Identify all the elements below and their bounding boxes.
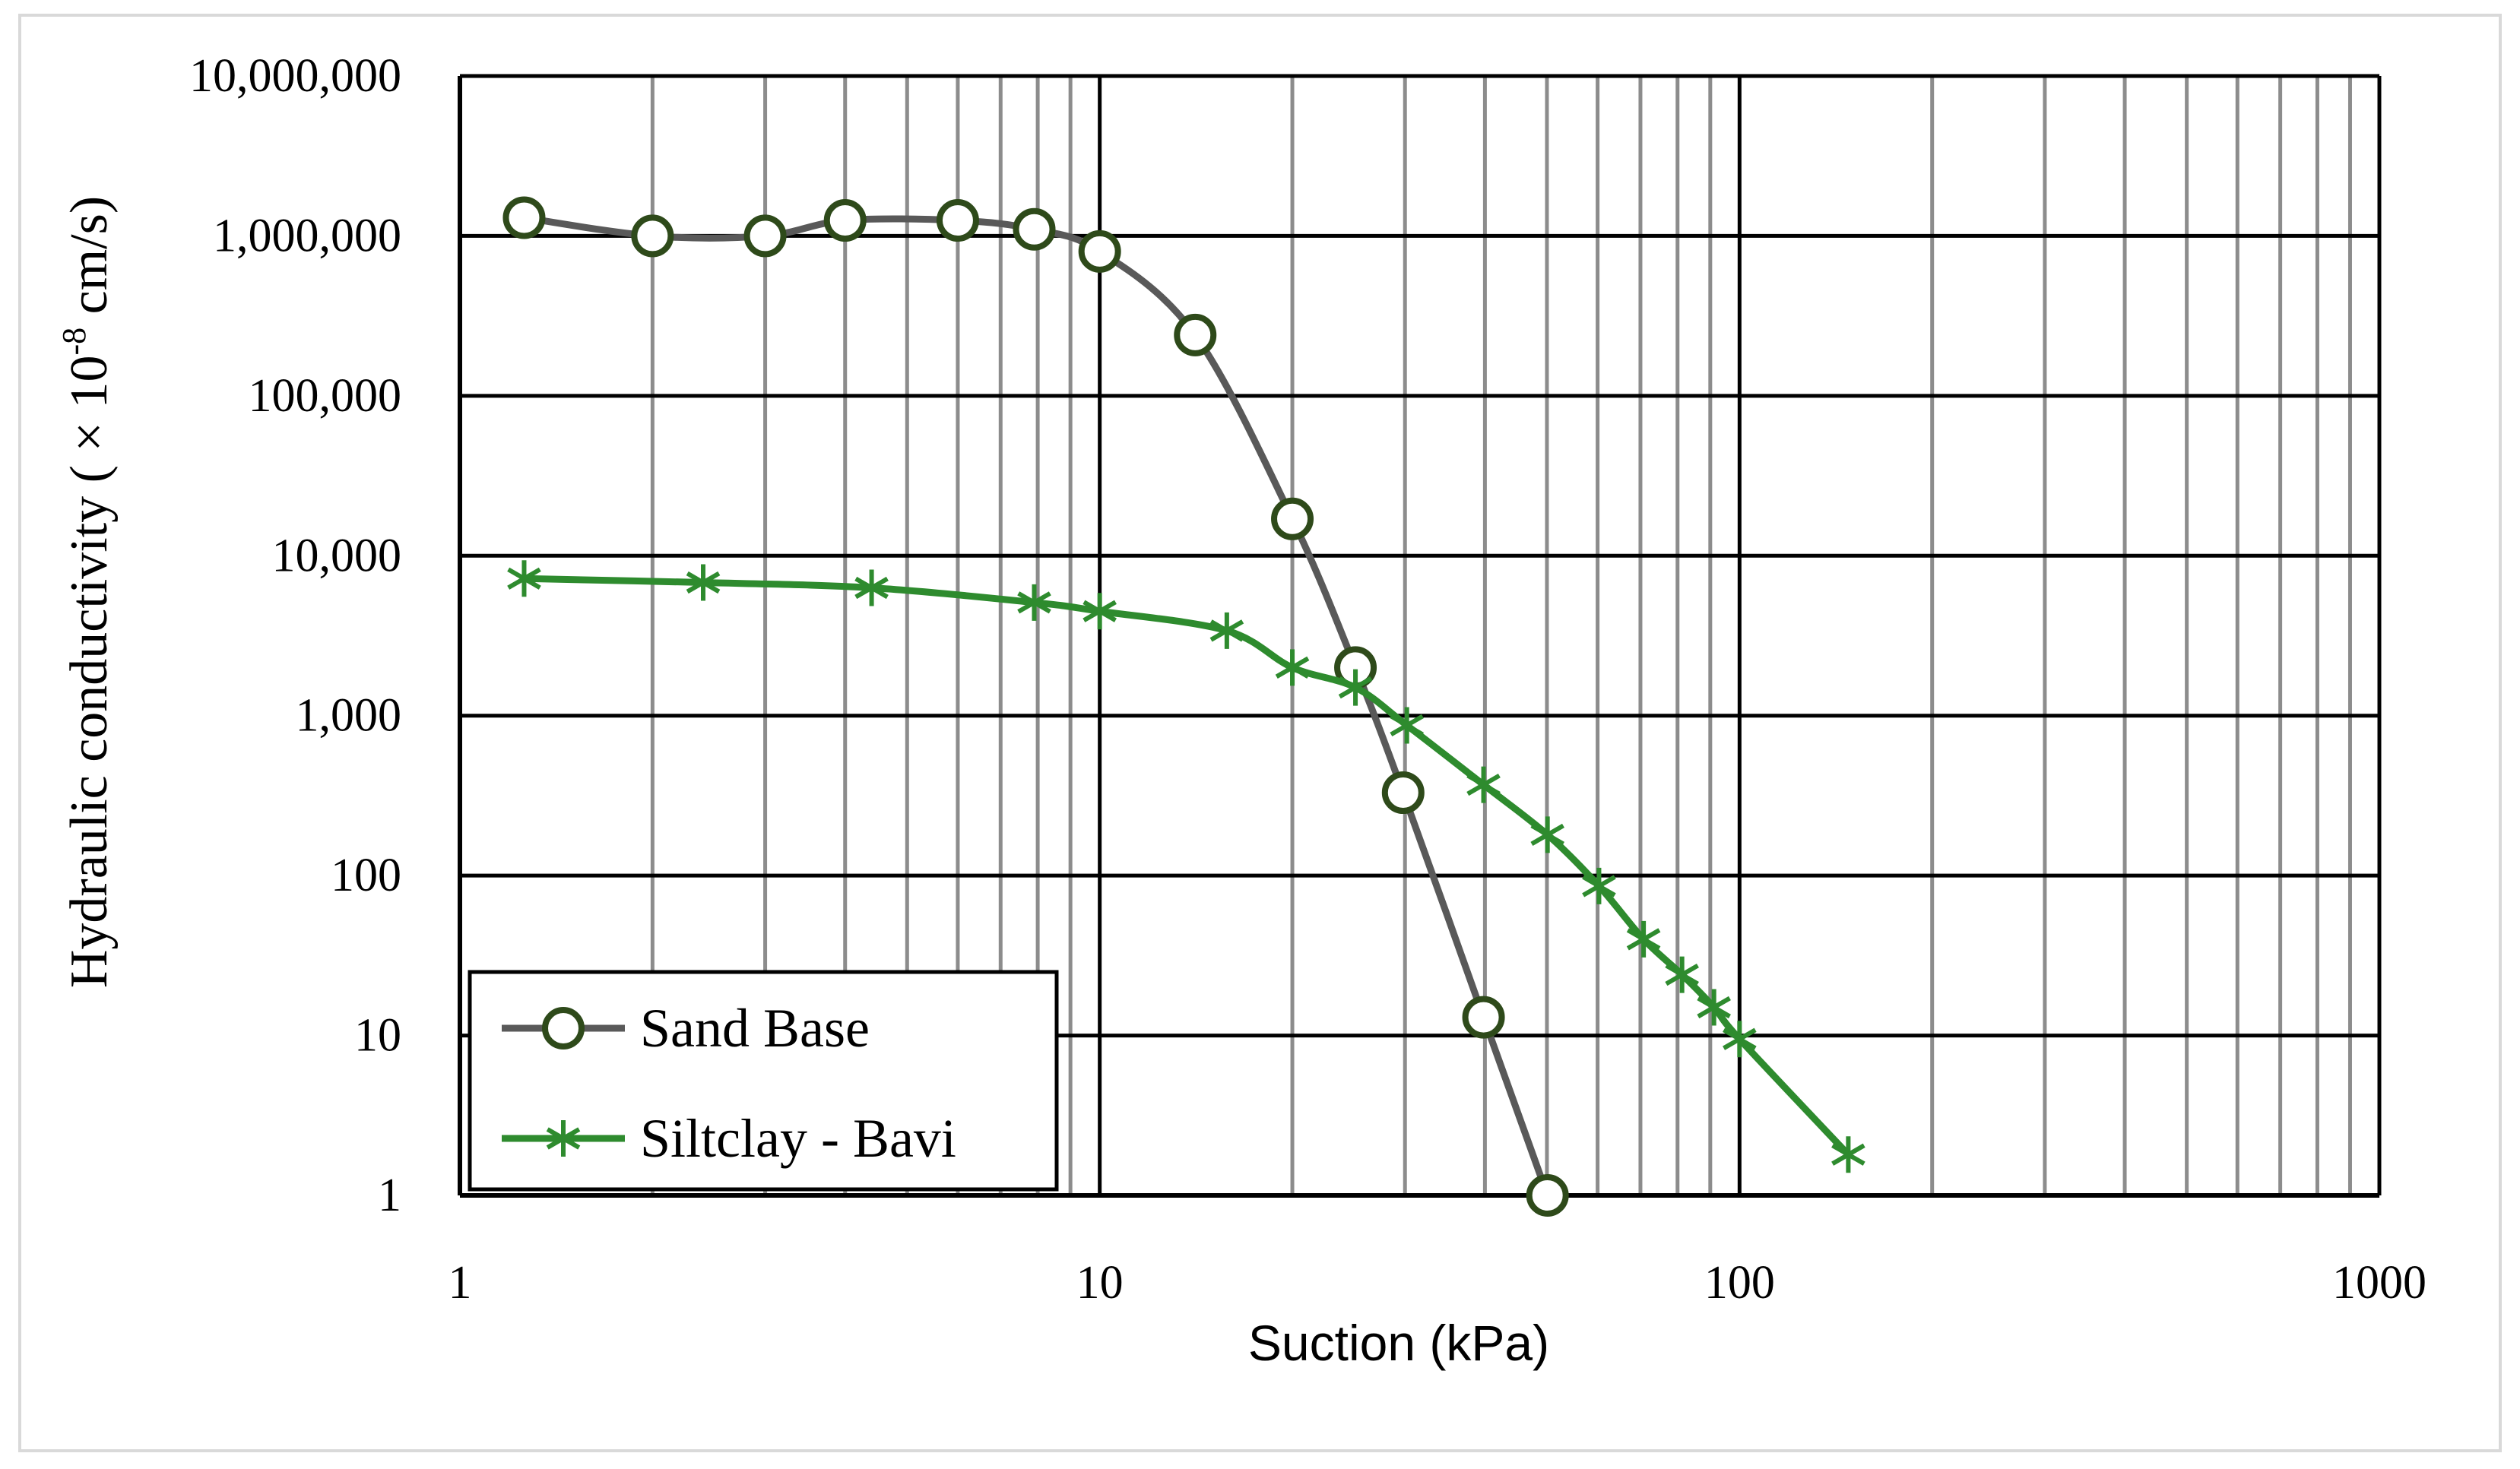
legend-marker-star xyxy=(546,1120,581,1157)
data-point-sand-base xyxy=(1381,771,1425,815)
x-tick-label: 1 xyxy=(449,1257,472,1309)
series-siltclay-bavi xyxy=(507,560,1865,1173)
legend-item-siltclay-bavi: Siltclay - Bavi xyxy=(502,1108,956,1169)
data-point-siltclay-bavi xyxy=(1582,867,1616,904)
chart-frame xyxy=(18,14,2502,1452)
data-point-sand-base xyxy=(1462,996,1505,1039)
y-axis-label: Hydraulic conductivity ( × 10-8 cm/s) xyxy=(55,196,119,988)
legend-marker-circle xyxy=(542,1007,585,1050)
y-tick-label: 100,000 xyxy=(249,370,402,422)
data-point-sand-base xyxy=(1013,207,1056,251)
series-layer xyxy=(502,196,1865,1217)
legend-label: Siltclay - Bavi xyxy=(640,1108,956,1169)
data-point-siltclay-bavi xyxy=(854,569,889,606)
data-point-sand-base xyxy=(631,214,674,258)
x-tick-label: 10 xyxy=(1076,1257,1124,1309)
y-tick-label: 10 xyxy=(354,1010,401,1062)
y-axis-label-multiplier: × 10 xyxy=(60,356,119,452)
data-point-sand-base xyxy=(1526,1174,1569,1217)
tick-labels: 1 10 100 1,000 10,000 100,000 1,000,000 10,000,… xyxy=(189,50,2426,1309)
data-point-siltclay-bavi xyxy=(1665,956,1699,993)
x-tick-label: 1000 xyxy=(2332,1257,2426,1309)
data-point-siltclay-bavi xyxy=(1390,707,1424,744)
data-point-sand-base xyxy=(936,199,979,242)
y-tick-label: 1,000,000 xyxy=(213,210,401,261)
legend-items: Sand Base Siltclay - Bavi xyxy=(502,998,956,1169)
data-point-sand-base xyxy=(823,199,867,242)
data-point-siltclay-bavi xyxy=(1626,920,1661,958)
data-point-siltclay-bavi xyxy=(1831,1136,1865,1173)
x-axis-label: Suction (kPa) xyxy=(1248,1315,1549,1371)
data-point-sand-base xyxy=(1174,313,1217,356)
x-tick-label: 100 xyxy=(1704,1257,1775,1309)
data-point-siltclay-bavi xyxy=(1723,1021,1757,1058)
y-tick-label: 100 xyxy=(331,850,401,901)
data-point-siltclay-bavi xyxy=(686,564,721,601)
series-sand-base xyxy=(502,196,1569,1217)
y-axis-label-exponent: -8 xyxy=(55,328,93,356)
data-point-sand-base xyxy=(1271,497,1314,540)
y-tick-label: 1,000 xyxy=(296,690,402,742)
y-axis-label-unit: cm/s) xyxy=(60,196,119,328)
data-point-siltclay-bavi xyxy=(1697,989,1731,1026)
axes xyxy=(458,76,2379,1198)
data-point-sand-base xyxy=(502,196,546,239)
y-axis-label-main: Hydraulic conductivity ( xyxy=(60,452,119,989)
legend-label: Sand Base xyxy=(640,998,870,1059)
data-point-siltclay-bavi xyxy=(1082,593,1117,630)
data-point-siltclay-bavi xyxy=(1466,766,1501,803)
y-tick-label: 10,000 xyxy=(272,530,402,581)
data-point-sand-base xyxy=(743,214,787,258)
data-point-siltclay-bavi xyxy=(1338,669,1373,706)
data-point-siltclay-bavi xyxy=(1275,649,1310,686)
legend: Sand Base Siltclay - Bavi xyxy=(468,970,1059,1192)
data-point-siltclay-bavi xyxy=(1209,612,1244,649)
data-point-siltclay-bavi xyxy=(507,560,541,597)
y-tick-label: 1 xyxy=(378,1170,401,1221)
data-point-sand-base xyxy=(1078,230,1121,273)
y-tick-label: 10,000,000 xyxy=(189,50,401,102)
data-point-siltclay-bavi xyxy=(1017,584,1051,621)
data-point-siltclay-bavi xyxy=(1530,816,1564,853)
legend-item-sand-base: Sand Base xyxy=(502,998,870,1059)
